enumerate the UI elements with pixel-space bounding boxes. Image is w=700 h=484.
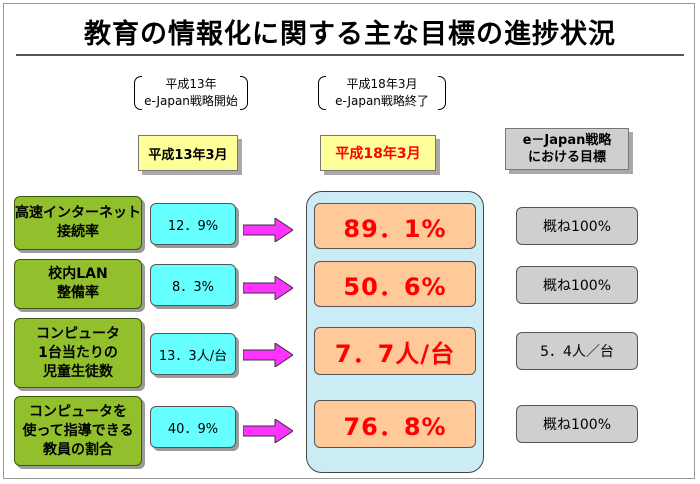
category-label-line: 接続率 (57, 224, 99, 240)
h13-value: 40．9% (150, 406, 236, 448)
goal-value: 概ね100% (516, 207, 638, 245)
right-arrow-icon (243, 419, 293, 443)
h13-value: 13．3人/台 (150, 333, 236, 375)
note-h18: 平成18年3月 e-Japan戦略終了 (326, 76, 438, 110)
h18-value: 7．7人/台 (314, 327, 476, 375)
category-label: 校内LAN 整備率 (14, 259, 142, 309)
note-h18-bracket-left (318, 76, 326, 110)
category-label: 高速インターネット 接続率 (14, 196, 142, 250)
right-arrow-icon (243, 218, 293, 242)
category-label: コンピュータを 使って指導できる 教員の割合 (14, 396, 142, 466)
title-underline (16, 54, 684, 56)
page-title: 教育の情報化に関する主な目標の進捗状況 (84, 19, 616, 50)
note-h18-line2: e-Japan戦略終了 (335, 94, 429, 108)
note-h13-line1: 平成13年 (165, 77, 217, 91)
goal-value: 概ね100% (516, 266, 638, 304)
h18-value: 76．8% (314, 400, 476, 448)
category-label-line: 使って指導できる (22, 422, 134, 439)
category-label-line: 児童生徒数 (43, 363, 113, 380)
note-h13-line2: e-Japan戦略開始 (144, 94, 238, 108)
goal-value: 概ね100% (516, 405, 638, 443)
goal-value: 5．4人／台 (516, 332, 638, 370)
slide-frame (3, 3, 695, 479)
h18-value: 50．6% (314, 261, 476, 307)
right-arrow-icon (243, 276, 293, 300)
h13-value: 8．3% (150, 264, 236, 306)
note-h13: 平成13年 e-Japan戦略開始 (142, 76, 240, 110)
note-h13-bracket-right (240, 76, 248, 110)
h18-value: 89．1% (314, 203, 476, 249)
category-label-line: 高速インターネット (15, 205, 141, 221)
note-h13-bracket-left (134, 76, 142, 110)
header-h18: 平成18年3月 (320, 135, 436, 171)
category-label: コンピュータ 1台当たりの 児童生徒数 (14, 318, 142, 388)
header-h13: 平成13年3月 (138, 135, 238, 171)
header-goal: e－Japan戦略 における目標 (505, 128, 629, 170)
category-label-line: 整備率 (57, 285, 99, 301)
category-label-line: コンピュータ (36, 325, 120, 342)
header-goal-line1: e－Japan戦略 (522, 133, 612, 148)
note-h18-line1: 平成18年3月 (346, 77, 418, 91)
category-label-line: 校内LAN (48, 266, 108, 282)
category-label-line: 教員の割合 (43, 441, 113, 458)
category-label-line: 1台当たりの (38, 344, 118, 361)
category-label-line: コンピュータを (29, 403, 127, 420)
h13-value: 12．9% (150, 203, 236, 245)
right-arrow-icon (243, 343, 293, 367)
header-goal-line2: における目標 (527, 150, 606, 165)
note-h18-bracket-right (438, 76, 446, 110)
